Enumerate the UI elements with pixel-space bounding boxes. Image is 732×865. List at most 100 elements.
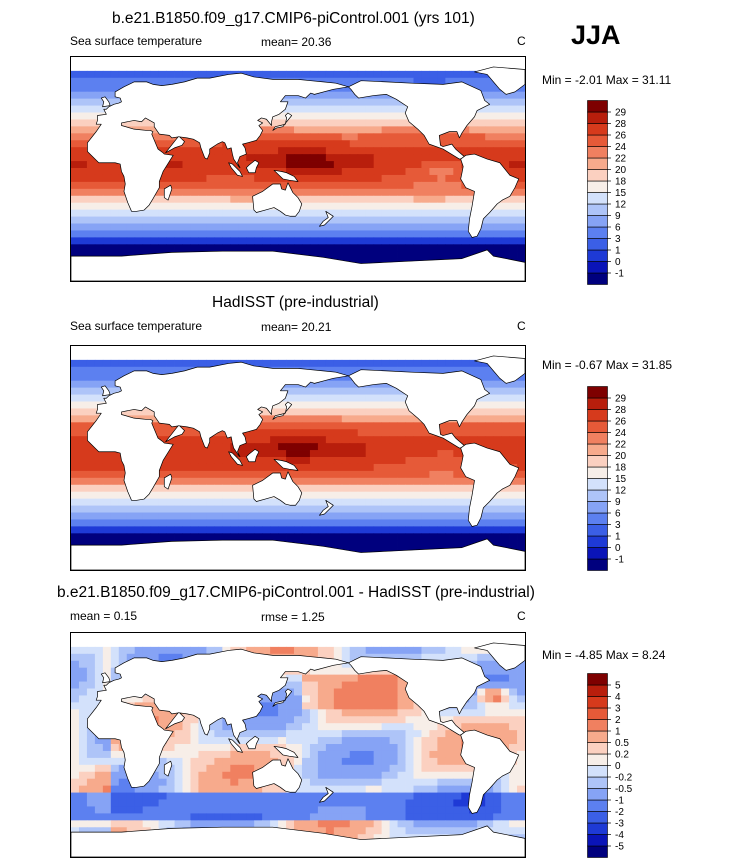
field-cell [317,764,327,773]
field-cell [126,827,136,835]
field-cell [405,147,414,155]
field-cell [381,799,390,807]
field-cell [214,188,223,197]
field-cell [309,408,319,416]
field-cell [405,716,414,724]
field-cell [349,484,359,493]
land-south-america [460,153,520,238]
field-cell [413,429,422,437]
field-cell [429,785,438,793]
field-cell [365,401,375,409]
field-cell [309,778,319,787]
colorbar-tick-label: 0 [615,543,621,554]
field-cell [174,450,183,458]
field-cell [333,463,343,472]
field-cell [429,737,438,745]
field-cell [174,526,183,534]
field-cell [182,806,191,814]
field-cell [381,785,390,793]
field-cell [301,119,311,127]
field-cell [485,512,494,520]
field-cell [286,422,295,430]
field-cell [294,806,303,814]
field-cell [381,498,390,506]
field-cell [405,174,414,183]
field-cell [142,119,152,127]
field-cell [333,174,343,183]
field-cell [373,646,383,655]
field-cell [78,401,88,409]
field-cell [286,533,295,541]
field-cell [309,827,319,835]
field-cell [246,771,255,780]
field-cell [110,771,120,780]
field-cell [405,251,414,259]
field-cell [118,188,128,197]
field-cell [94,785,104,793]
field-cell [278,505,287,513]
field-cell [94,750,104,759]
field-cell [286,70,295,79]
field-cell [230,785,239,793]
field-cell [294,188,303,197]
field-cell [349,688,359,696]
field-cell [445,799,454,807]
field-cell [485,681,494,689]
field-cell [158,723,167,731]
field-cell [381,484,390,493]
field-cell [461,223,470,231]
field-cell [509,505,518,513]
land-madagascar [163,760,173,777]
field-cell [166,174,175,183]
field-cell [501,820,510,828]
field-cell [246,813,255,821]
field-cell [365,540,375,548]
field-cell [182,174,191,183]
field-cell [198,216,207,224]
field-cell [509,168,518,176]
field-cell [365,422,375,430]
field-cell [294,401,303,409]
field-cell [325,112,335,120]
field-cell [94,792,104,800]
field-cell [190,813,199,821]
field-cell [254,744,263,752]
field-cell [309,380,319,389]
field-cell [333,133,343,141]
field-cell [150,806,160,814]
field-cell [333,498,343,506]
field-cell [214,140,223,148]
field-cell [373,112,383,120]
field-cell [102,512,112,520]
field-cell [254,477,263,486]
field-cell [166,526,175,534]
field-cell [94,757,104,766]
field-cell [190,216,199,224]
field-cell [94,646,104,655]
field-cell [102,84,112,93]
field-cell [309,181,319,190]
field-cell [182,744,191,752]
field-cell [230,470,239,479]
field-cell [110,540,120,548]
field-cell [150,126,160,134]
field-cell [413,457,422,465]
field-cell [262,463,271,472]
field-cell [389,147,398,155]
panel-1-mean-label: mean= 20.36 [261,35,332,49]
field-cell [365,415,375,423]
field-cell [198,792,207,800]
field-cell [102,778,112,787]
field-cell [381,112,390,120]
panel-2-map [70,345,526,571]
field-cell [501,540,510,548]
field-cell [317,394,327,402]
field-cell [86,174,96,183]
field-cell [437,526,446,534]
field-cell [254,526,263,534]
field-cell [278,181,287,190]
field-cell [270,820,279,828]
field-cell [517,505,525,513]
field-cell [134,512,144,520]
colorbar-tick-label: 20 [615,165,627,176]
